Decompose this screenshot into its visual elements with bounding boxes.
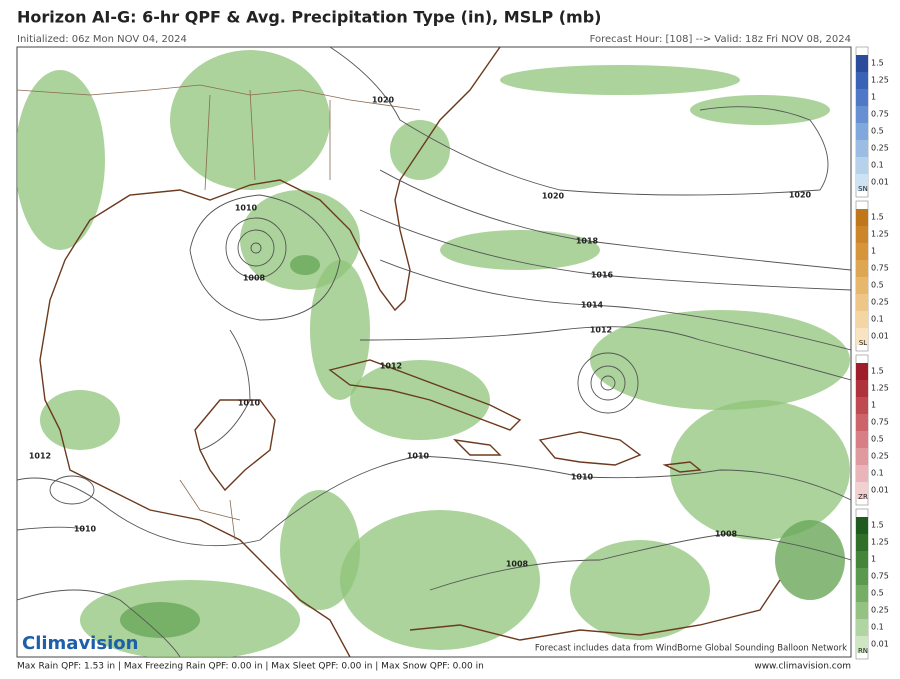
colorbar-label: 0.25 [871,452,889,461]
colorbar-cell [856,482,868,499]
colorbar-cell [856,585,868,602]
colorbar-label: 1 [871,93,876,102]
isobar-label: 1012 [29,452,51,461]
colorbar-cell [856,89,868,106]
colorbar-cell [856,311,868,328]
title: Horizon AI-G: 6-hr QPF & Avg. Precipitat… [17,8,601,27]
colorbar-label: 1.25 [871,230,889,239]
colorbar-label: 0.1 [871,623,884,632]
colorbar-label: 0.01 [871,486,889,495]
colorbar-label: 1 [871,401,876,410]
colorbar-cell [856,243,868,260]
isobar-label: 1008 [715,530,738,539]
colorbar-cell [856,157,868,174]
isobar-label: 1012 [380,362,402,371]
colorbar-label: 0.5 [871,435,884,444]
isobar-label: 1010 [74,525,97,534]
colorbar-label: 1.5 [871,367,884,376]
colorbar-cell [856,448,868,465]
colorbar-label: 0.1 [871,161,884,170]
colorbar-label: 1.5 [871,521,884,530]
valid-time: Forecast Hour: [108] --> Valid: 18z Fri … [590,34,851,45]
colorbar-cell [856,123,868,140]
colorbar-cell [856,636,868,653]
colorbar-label: 0.25 [871,144,889,153]
colorbar-cell [856,226,868,243]
colorbar-label: 0.75 [871,418,889,427]
colorbar-label: 0.01 [871,332,889,341]
colorbar-label: 0.5 [871,127,884,136]
isobar-label: 1010 [238,399,261,408]
colorbar-code: ZR [858,493,868,501]
colorbar-label: 0.5 [871,281,884,290]
isobar-label: 1008 [506,560,529,569]
colorbar-cell [856,277,868,294]
colorbar-label: 1 [871,247,876,256]
logo: Climavision [22,633,138,654]
colorbar-label: 1.5 [871,59,884,68]
isobar-label: 1018 [576,237,599,246]
colorbar-cell [856,140,868,157]
colorbar-label: 1.25 [871,76,889,85]
init-time: Initialized: 06z Mon NOV 04, 2024 [17,34,187,45]
colorbar-cell [856,414,868,431]
colorbar-label: 0.01 [871,640,889,649]
colorbar-cell [856,602,868,619]
colorbar-cell [856,568,868,585]
colorbar-label: 0.01 [871,178,889,187]
borders [17,84,421,541]
colorbar-label: 1 [871,555,876,564]
colorbar-cell [856,55,868,72]
colorbar-label: 0.5 [871,589,884,598]
colorbar-label: 0.75 [871,264,889,273]
colorbar-code: RN [858,647,868,655]
map: 1020 1020 1020 1018 1016 1014 1012 1010 … [16,46,852,658]
precipitation [17,50,850,657]
colorbar-cell [856,294,868,311]
isobar-label: 1020 [372,96,395,105]
colorbar-label: 1.25 [871,384,889,393]
isobar-label: 1014 [581,301,604,310]
colorbar-cell [856,551,868,568]
colorbar-label: 0.75 [871,110,889,119]
coastlines [39,47,781,657]
data-note: Forecast includes data from WindBorne Gl… [535,644,847,654]
isobar-label: 1010 [571,473,594,482]
colorbar-label: 0.25 [871,606,889,615]
colorbar-cell [856,380,868,397]
isobar-label: 1020 [789,191,812,200]
colorbar-label: 0.75 [871,572,889,581]
footer-url: www.climavision.com [754,662,851,672]
isobars [17,47,851,657]
colorbar-cell [856,106,868,123]
colorbar-code: SL [859,339,867,347]
colorbar-cell [856,72,868,89]
colorbar-cell [856,465,868,482]
colorbar-cell [856,328,868,345]
colorbar-label: 1.25 [871,538,889,547]
isobar-label: 1010 [407,452,430,461]
footer-stats: Max Rain QPF: 1.53 in | Max Freezing Rai… [17,662,484,672]
legend: 1.51.2510.750.50.250.10.01SN1.51.2510.75… [855,46,889,660]
colorbar-label: 0.1 [871,315,884,324]
colorbar-cell [856,260,868,277]
colorbar-label: 0.1 [871,469,884,478]
colorbar-cell [856,397,868,414]
isobar-label: 1020 [542,192,565,201]
colorbar-cell [856,174,868,191]
colorbar-cell [856,363,868,380]
colorbar-cell [856,517,868,534]
colorbar-cell [856,431,868,448]
isobar-label: 1010 [235,204,258,213]
colorbar-label: 0.25 [871,298,889,307]
isobar-label: 1012 [590,326,612,335]
colorbar-cell [856,619,868,636]
isobar-label: 1008 [243,274,266,283]
isobar-label: 1016 [591,271,614,280]
colorbar-code: SN [858,185,868,193]
colorbar-cell [856,209,868,226]
colorbar-label: 1.5 [871,213,884,222]
colorbar-cell [856,534,868,551]
